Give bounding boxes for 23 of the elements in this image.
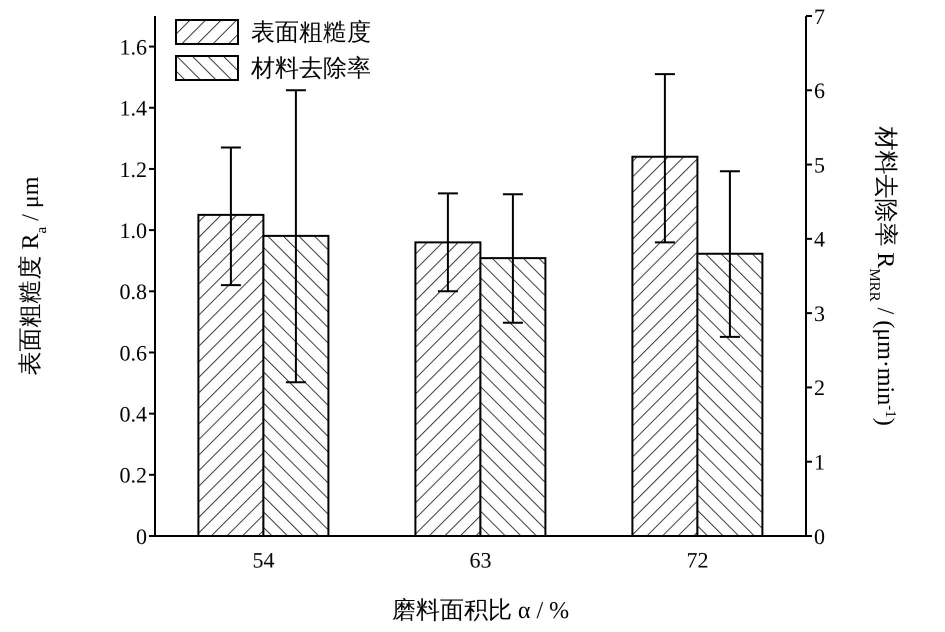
y2-tick-label: 7 [814, 4, 825, 29]
y-tick-label: 1.2 [120, 156, 147, 182]
y-tick-label: 0.4 [120, 401, 147, 426]
y2-tick-label: 1 [814, 450, 825, 475]
x-tick-label: 63 [470, 548, 492, 573]
y-tick-label: 0.2 [120, 462, 147, 488]
y2-tick-label: 5 [814, 152, 825, 178]
y-tick-label: 1.4 [120, 96, 147, 121]
y-tick-label: 0.8 [120, 279, 147, 304]
x-tick-label: 72 [686, 548, 708, 573]
x-axis-title: 磨料面积比 α / % [392, 597, 570, 624]
y2-tick-label: 3 [814, 300, 825, 326]
y-tick-label: 1.0 [120, 218, 147, 243]
y-tick-label: 1.6 [120, 34, 147, 60]
y-tick-label: 0.6 [120, 340, 147, 366]
y2-tick-label: 0 [814, 524, 825, 549]
y2-tick-label: 4 [814, 226, 825, 252]
y2-tick-label: 2 [814, 375, 825, 400]
x-tick-label: 54 [252, 548, 274, 573]
legend-label: 表面粗糙度 [251, 18, 371, 48]
y-tick-label: 0 [136, 524, 147, 549]
y2-tick-label: 6 [814, 78, 825, 104]
legend-label: 材料去除率 [251, 54, 371, 84]
